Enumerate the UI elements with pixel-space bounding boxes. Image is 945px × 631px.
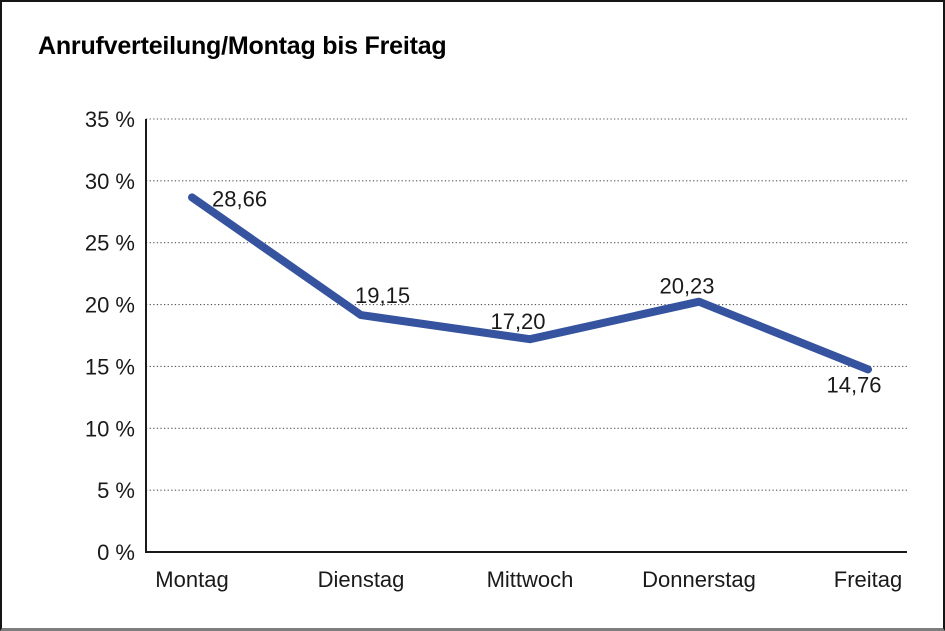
y-axis-tick-labels: 0 % 5 % 10 % 15 % 20 % 25 % 30 % 35 % xyxy=(85,107,135,565)
y-tick-label: 15 % xyxy=(85,354,135,379)
x-category-label: Dienstag xyxy=(318,567,405,592)
y-tick-label: 0 % xyxy=(97,540,135,565)
x-axis-category-labels: Montag Dienstag Mittwoch Donnerstag Freitag xyxy=(155,567,902,592)
gridlines xyxy=(146,118,907,491)
x-category-label: Mittwoch xyxy=(487,567,574,592)
x-category-label: Montag xyxy=(155,567,228,592)
chart-title: Anrufverteilung/Montag bis Freitag xyxy=(38,32,447,60)
y-tick-label: 5 % xyxy=(97,478,135,503)
y-tick-label: 35 % xyxy=(85,107,135,132)
data-point-label: 17,20 xyxy=(490,309,545,334)
y-tick-label: 25 % xyxy=(85,231,135,256)
axes xyxy=(145,119,907,553)
x-category-label: Donnerstag xyxy=(642,567,756,592)
y-tick-label: 30 % xyxy=(85,169,135,194)
series-line-group xyxy=(188,193,872,374)
data-point-label: 28,66 xyxy=(212,186,267,211)
y-tick-label: 20 % xyxy=(85,293,135,318)
data-point-label: 14,76 xyxy=(826,372,881,397)
x-category-label: Freitag xyxy=(834,567,902,592)
data-point-label: 19,15 xyxy=(355,283,410,308)
data-point-labels: 28,66 19,15 17,20 20,23 14,76 xyxy=(212,186,882,397)
y-tick-label: 10 % xyxy=(85,416,135,441)
series-line xyxy=(188,193,872,374)
data-point-label: 20,23 xyxy=(659,274,714,299)
